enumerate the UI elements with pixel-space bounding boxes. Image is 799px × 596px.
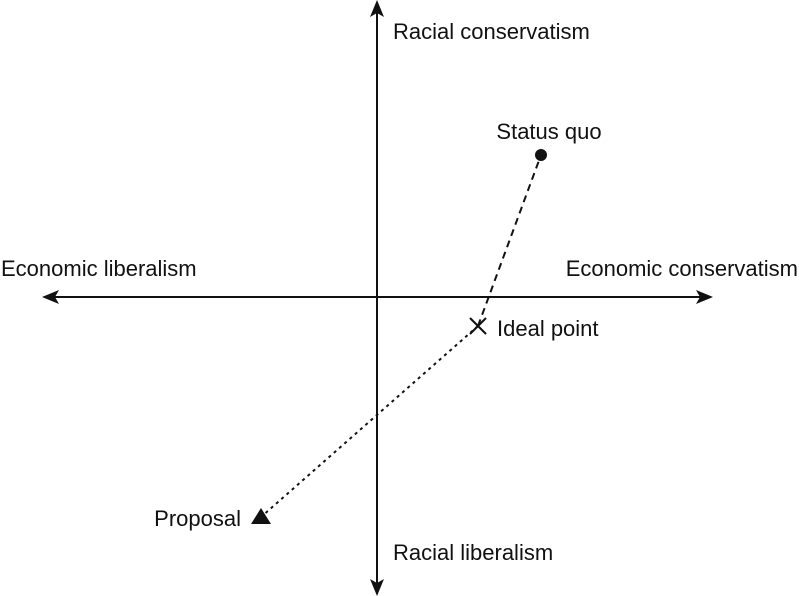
vertical-axis-arrowhead-top xyxy=(370,0,384,17)
ideal-point-label: Ideal point xyxy=(497,316,599,341)
economic-liberalism-label: Economic liberalism xyxy=(1,256,197,281)
proposal-distance-line xyxy=(260,325,479,518)
proposal-label: Proposal xyxy=(154,506,241,531)
horizontal-axis-arrowhead-left xyxy=(42,290,59,304)
economic-conservatism-label: Economic conservatism xyxy=(566,256,798,281)
racial-conservatism-label: Racial conservatism xyxy=(393,19,590,44)
racial-liberalism-label: Racial liberalism xyxy=(393,540,553,565)
status-quo-distance-line xyxy=(477,154,542,327)
vertical-axis-arrowhead-bottom xyxy=(370,579,384,596)
status-quo-marker xyxy=(535,149,547,161)
ideal-point-marker xyxy=(469,317,487,335)
horizontal-axis-arrowhead-right xyxy=(696,290,713,304)
status-quo-label: Status quo xyxy=(496,119,601,144)
proposal-marker xyxy=(251,508,271,524)
